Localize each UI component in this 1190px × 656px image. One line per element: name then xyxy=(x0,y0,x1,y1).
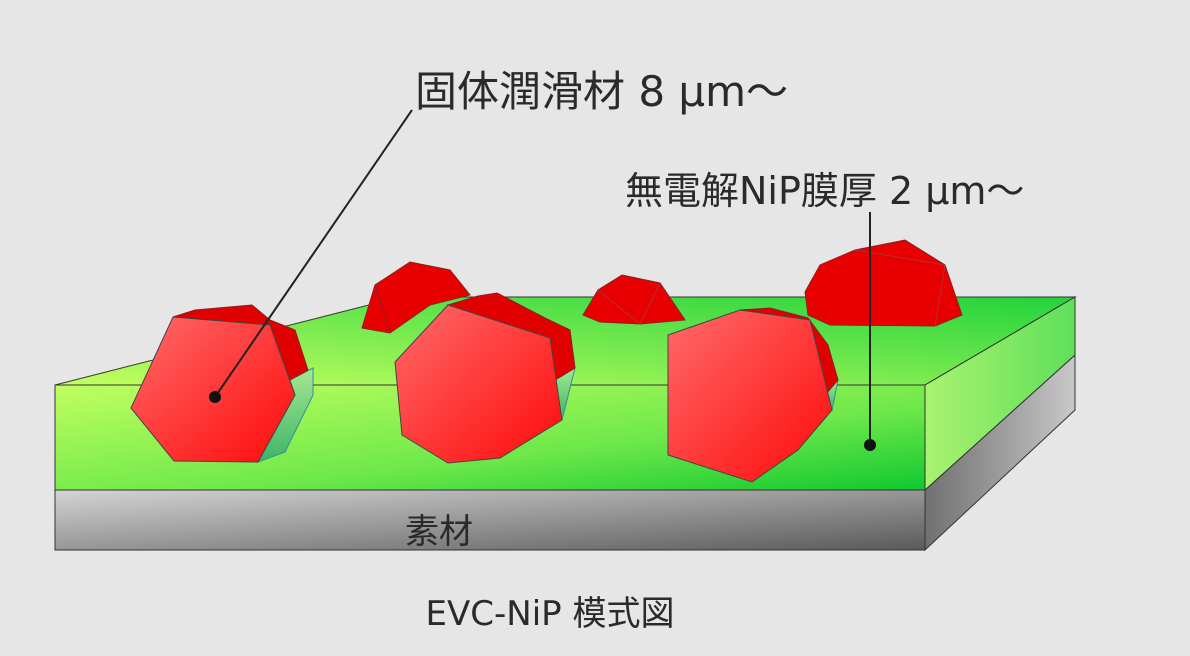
particle-back-right xyxy=(804,239,963,327)
leader-solid-lubricant xyxy=(209,109,413,403)
caption: EVC-NiP 模式図 xyxy=(426,594,675,634)
label-nip-film: 無電解NiP膜厚 2 μm〜 xyxy=(625,169,1024,213)
particle-small-middle xyxy=(582,274,686,325)
particle-left xyxy=(130,304,314,463)
particle-right xyxy=(667,307,839,483)
substrate-block xyxy=(54,353,1076,552)
particle-back-left xyxy=(361,261,471,334)
leader-nip-film xyxy=(864,212,876,451)
lubricant-particles xyxy=(130,239,963,483)
particle-middle xyxy=(394,292,576,464)
label-substrate: 素材 xyxy=(405,512,473,552)
label-solid-lubricant: 固体潤滑材 8 μm〜 xyxy=(415,67,788,116)
